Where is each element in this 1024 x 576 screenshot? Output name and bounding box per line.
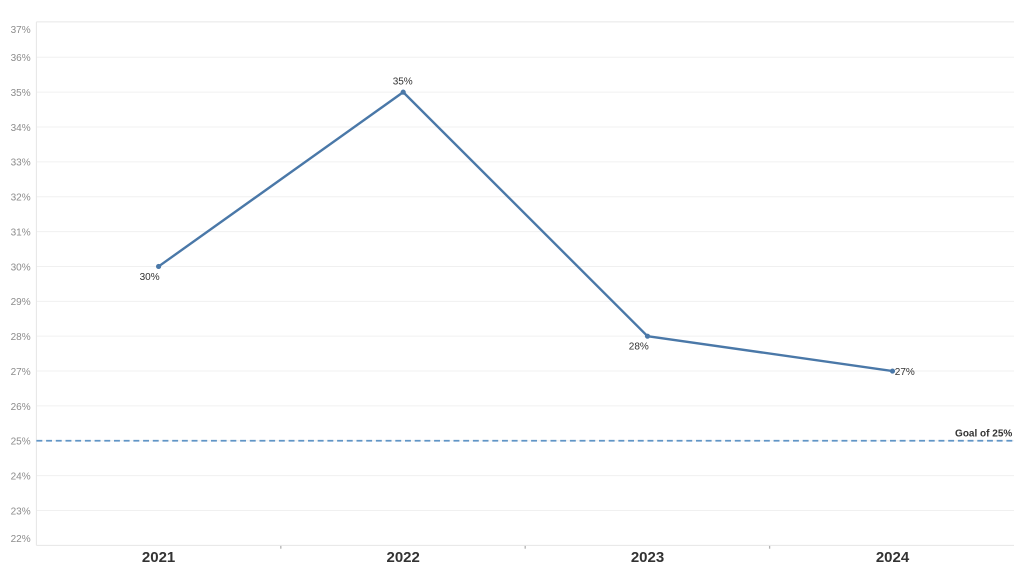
svg-text:27%: 27% bbox=[895, 367, 915, 378]
svg-text:35%: 35% bbox=[11, 88, 31, 99]
svg-text:30%: 30% bbox=[140, 272, 160, 283]
svg-text:Goal of 25%: Goal of 25% bbox=[955, 429, 1012, 440]
svg-text:37%: 37% bbox=[11, 25, 31, 36]
svg-text:2023: 2023 bbox=[631, 549, 664, 566]
svg-text:27%: 27% bbox=[11, 367, 31, 378]
svg-text:33%: 33% bbox=[11, 158, 31, 169]
svg-text:2024: 2024 bbox=[876, 549, 910, 566]
svg-text:2021: 2021 bbox=[142, 549, 175, 566]
svg-text:29%: 29% bbox=[11, 297, 31, 308]
svg-text:28%: 28% bbox=[11, 332, 31, 343]
svg-text:32%: 32% bbox=[11, 193, 31, 204]
svg-text:30%: 30% bbox=[11, 262, 31, 273]
svg-text:34%: 34% bbox=[11, 123, 31, 134]
svg-text:22%: 22% bbox=[11, 534, 31, 545]
svg-text:35%: 35% bbox=[393, 77, 413, 88]
svg-text:23%: 23% bbox=[11, 506, 31, 517]
svg-text:26%: 26% bbox=[11, 402, 31, 413]
svg-text:25%: 25% bbox=[11, 437, 31, 448]
svg-text:2022: 2022 bbox=[387, 549, 420, 566]
svg-text:24%: 24% bbox=[11, 471, 31, 482]
svg-text:28%: 28% bbox=[629, 342, 649, 353]
svg-text:36%: 36% bbox=[11, 53, 31, 64]
svg-text:31%: 31% bbox=[11, 227, 31, 238]
